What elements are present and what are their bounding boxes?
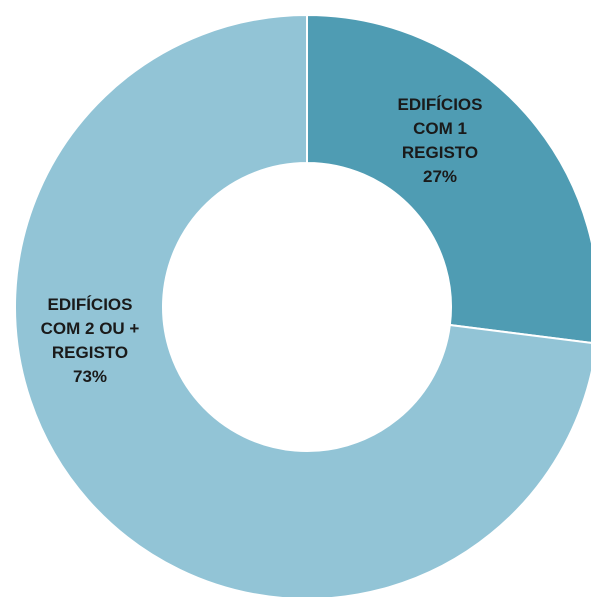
slice-percent-label: 73%	[73, 367, 107, 386]
slice-label-line: REGISTO	[52, 343, 128, 362]
slice-label-line: EDIFÍCIOS	[397, 95, 482, 114]
donut-slice-2	[14, 13, 591, 597]
slice-label-line: REGISTO	[402, 143, 478, 162]
slice-label-line: EDIFÍCIOS	[47, 295, 132, 314]
slice-label-line: COM 1	[413, 119, 467, 138]
slice-label-1: EDIFÍCIOS COM 1 REGISTO 27%	[397, 95, 482, 186]
slice-label-line: COM 2 OU +	[41, 319, 140, 338]
slice-percent-label: 27%	[423, 167, 457, 186]
slice-label-2: EDIFÍCIOS COM 2 OU + REGISTO 73%	[41, 295, 140, 386]
donut-slice-1	[306, 13, 591, 344]
